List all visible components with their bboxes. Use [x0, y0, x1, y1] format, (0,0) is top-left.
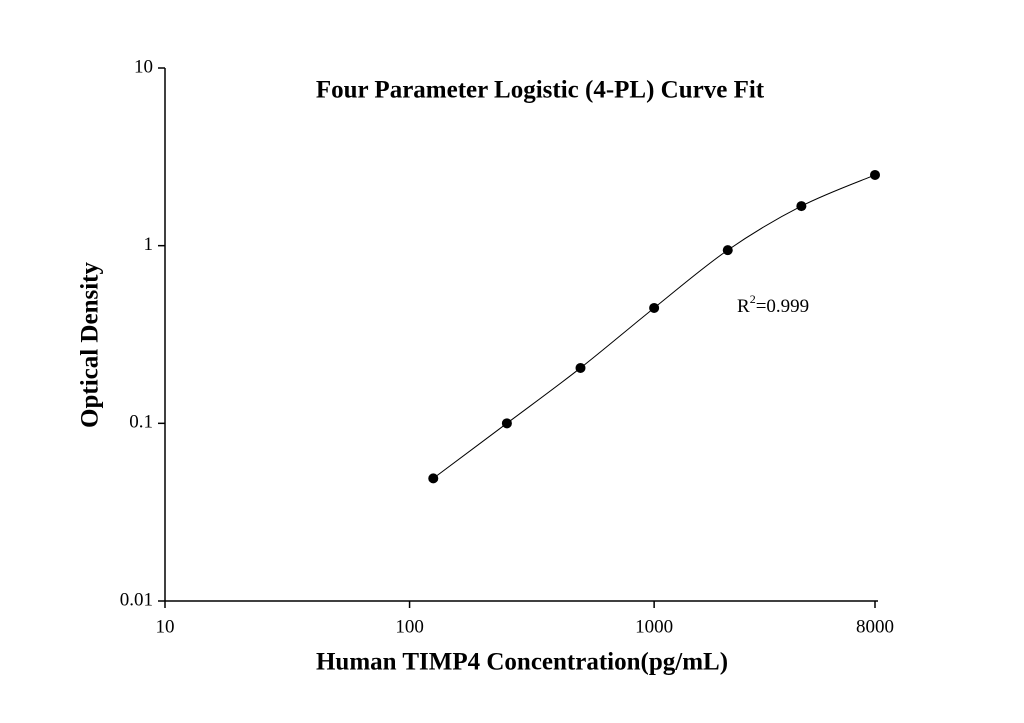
- x-axis-label: Human TIMP4 Concentration(pg/mL): [316, 649, 728, 676]
- y-tick-label: 1: [144, 234, 154, 255]
- data-point: [649, 302, 660, 313]
- y-tick-label: 0.1: [129, 412, 153, 433]
- y-tick-label: 10: [134, 56, 153, 77]
- annotation: R2=0.999: [737, 292, 809, 318]
- chart-title: Four Parameter Logistic (4-PL) Curve Fit: [316, 77, 765, 104]
- data-point: [575, 362, 586, 373]
- annotation-text: R: [737, 296, 750, 317]
- data-point: [428, 473, 439, 484]
- data-point: [796, 201, 807, 212]
- x-tick-label: 100: [395, 616, 424, 637]
- annotation-text: =0.999: [756, 296, 809, 317]
- annotation-superscript: 2: [750, 292, 756, 306]
- data-point: [870, 169, 880, 180]
- x-tick-label: 10: [156, 616, 175, 637]
- x-tick-label: 8000: [856, 616, 894, 637]
- y-tick-label: 0.01: [120, 589, 153, 610]
- x-tick-label: 1000: [635, 616, 673, 637]
- data-point: [501, 418, 512, 429]
- y-axis-label: Optical Density: [77, 262, 104, 428]
- data-point: [722, 245, 733, 256]
